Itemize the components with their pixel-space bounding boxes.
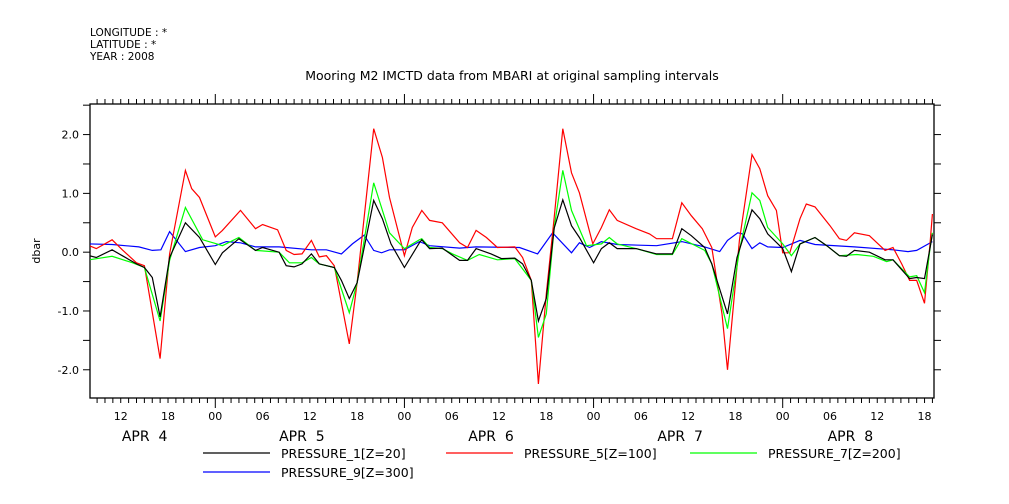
- x-tick-label: 06: [445, 410, 459, 423]
- year-label: YEAR : 2008: [89, 51, 154, 63]
- y-tick-label: -1.0: [58, 305, 79, 318]
- x-tick-label: 06: [823, 410, 837, 423]
- series-line-pressure-1: [90, 197, 933, 324]
- x-day-label: APR 8: [828, 429, 874, 445]
- x-tick-label: 18: [728, 410, 742, 423]
- x-tick-label: 06: [634, 410, 648, 423]
- legend-label: PRESSURE_1[Z=20]: [281, 446, 406, 461]
- series-line-pressure-7: [90, 170, 933, 338]
- legend-label: PRESSURE_9[Z=300]: [281, 465, 414, 480]
- x-tick-label: 12: [681, 410, 695, 423]
- series-line-pressure-5: [90, 128, 933, 384]
- x-tick-label: 12: [870, 410, 884, 423]
- chart-title: Mooring M2 IMCTD data from MBARI at orig…: [305, 68, 719, 83]
- axes: 12 18 00 06 12 18 00 06 12 18 00 06 12 18 00 06 12 18 APR …: [58, 94, 941, 445]
- y-tick-label: 0.0: [62, 246, 80, 259]
- legend-label: PRESSURE_5[Z=100]: [524, 446, 657, 461]
- plot-frame: [89, 103, 935, 399]
- x-tick-label: 00: [587, 410, 601, 423]
- x-tick-label: 12: [492, 410, 506, 423]
- y-tick-label: 2.0: [62, 129, 80, 142]
- x-tick-label: 18: [350, 410, 364, 423]
- legend-label: PRESSURE_7[Z=200]: [768, 446, 901, 461]
- y-axis-label: dbar: [30, 238, 43, 264]
- x-tick-label: 12: [303, 410, 317, 423]
- x-day-label: APR 5: [279, 429, 325, 445]
- x-tick-label: 12: [114, 410, 128, 423]
- x-day-label: APR 7: [657, 429, 703, 445]
- x-tick-label: 00: [776, 410, 790, 423]
- x-tick-label: 18: [161, 410, 175, 423]
- x-tick-label: 18: [539, 410, 553, 423]
- legend: PRESSURE_1[Z=20] PRESSURE_5[Z=100] PRESSUR…: [203, 446, 901, 480]
- x-tick-label: 00: [208, 410, 222, 423]
- longitude-label: LONGITUDE : *: [90, 27, 167, 39]
- x-day-label: APR 4: [122, 429, 168, 445]
- y-tick-label: -2.0: [58, 364, 79, 377]
- x-tick-label: 18: [918, 410, 932, 423]
- x-tick-label: 06: [256, 410, 270, 423]
- series-line-pressure-9: [90, 230, 933, 255]
- x-day-label: APR 6: [468, 429, 514, 445]
- x-tick-label: 00: [397, 410, 411, 423]
- latitude-label: LATITUDE : *: [90, 39, 156, 51]
- plot-area: [90, 128, 933, 384]
- y-tick-label: 1.0: [62, 187, 80, 200]
